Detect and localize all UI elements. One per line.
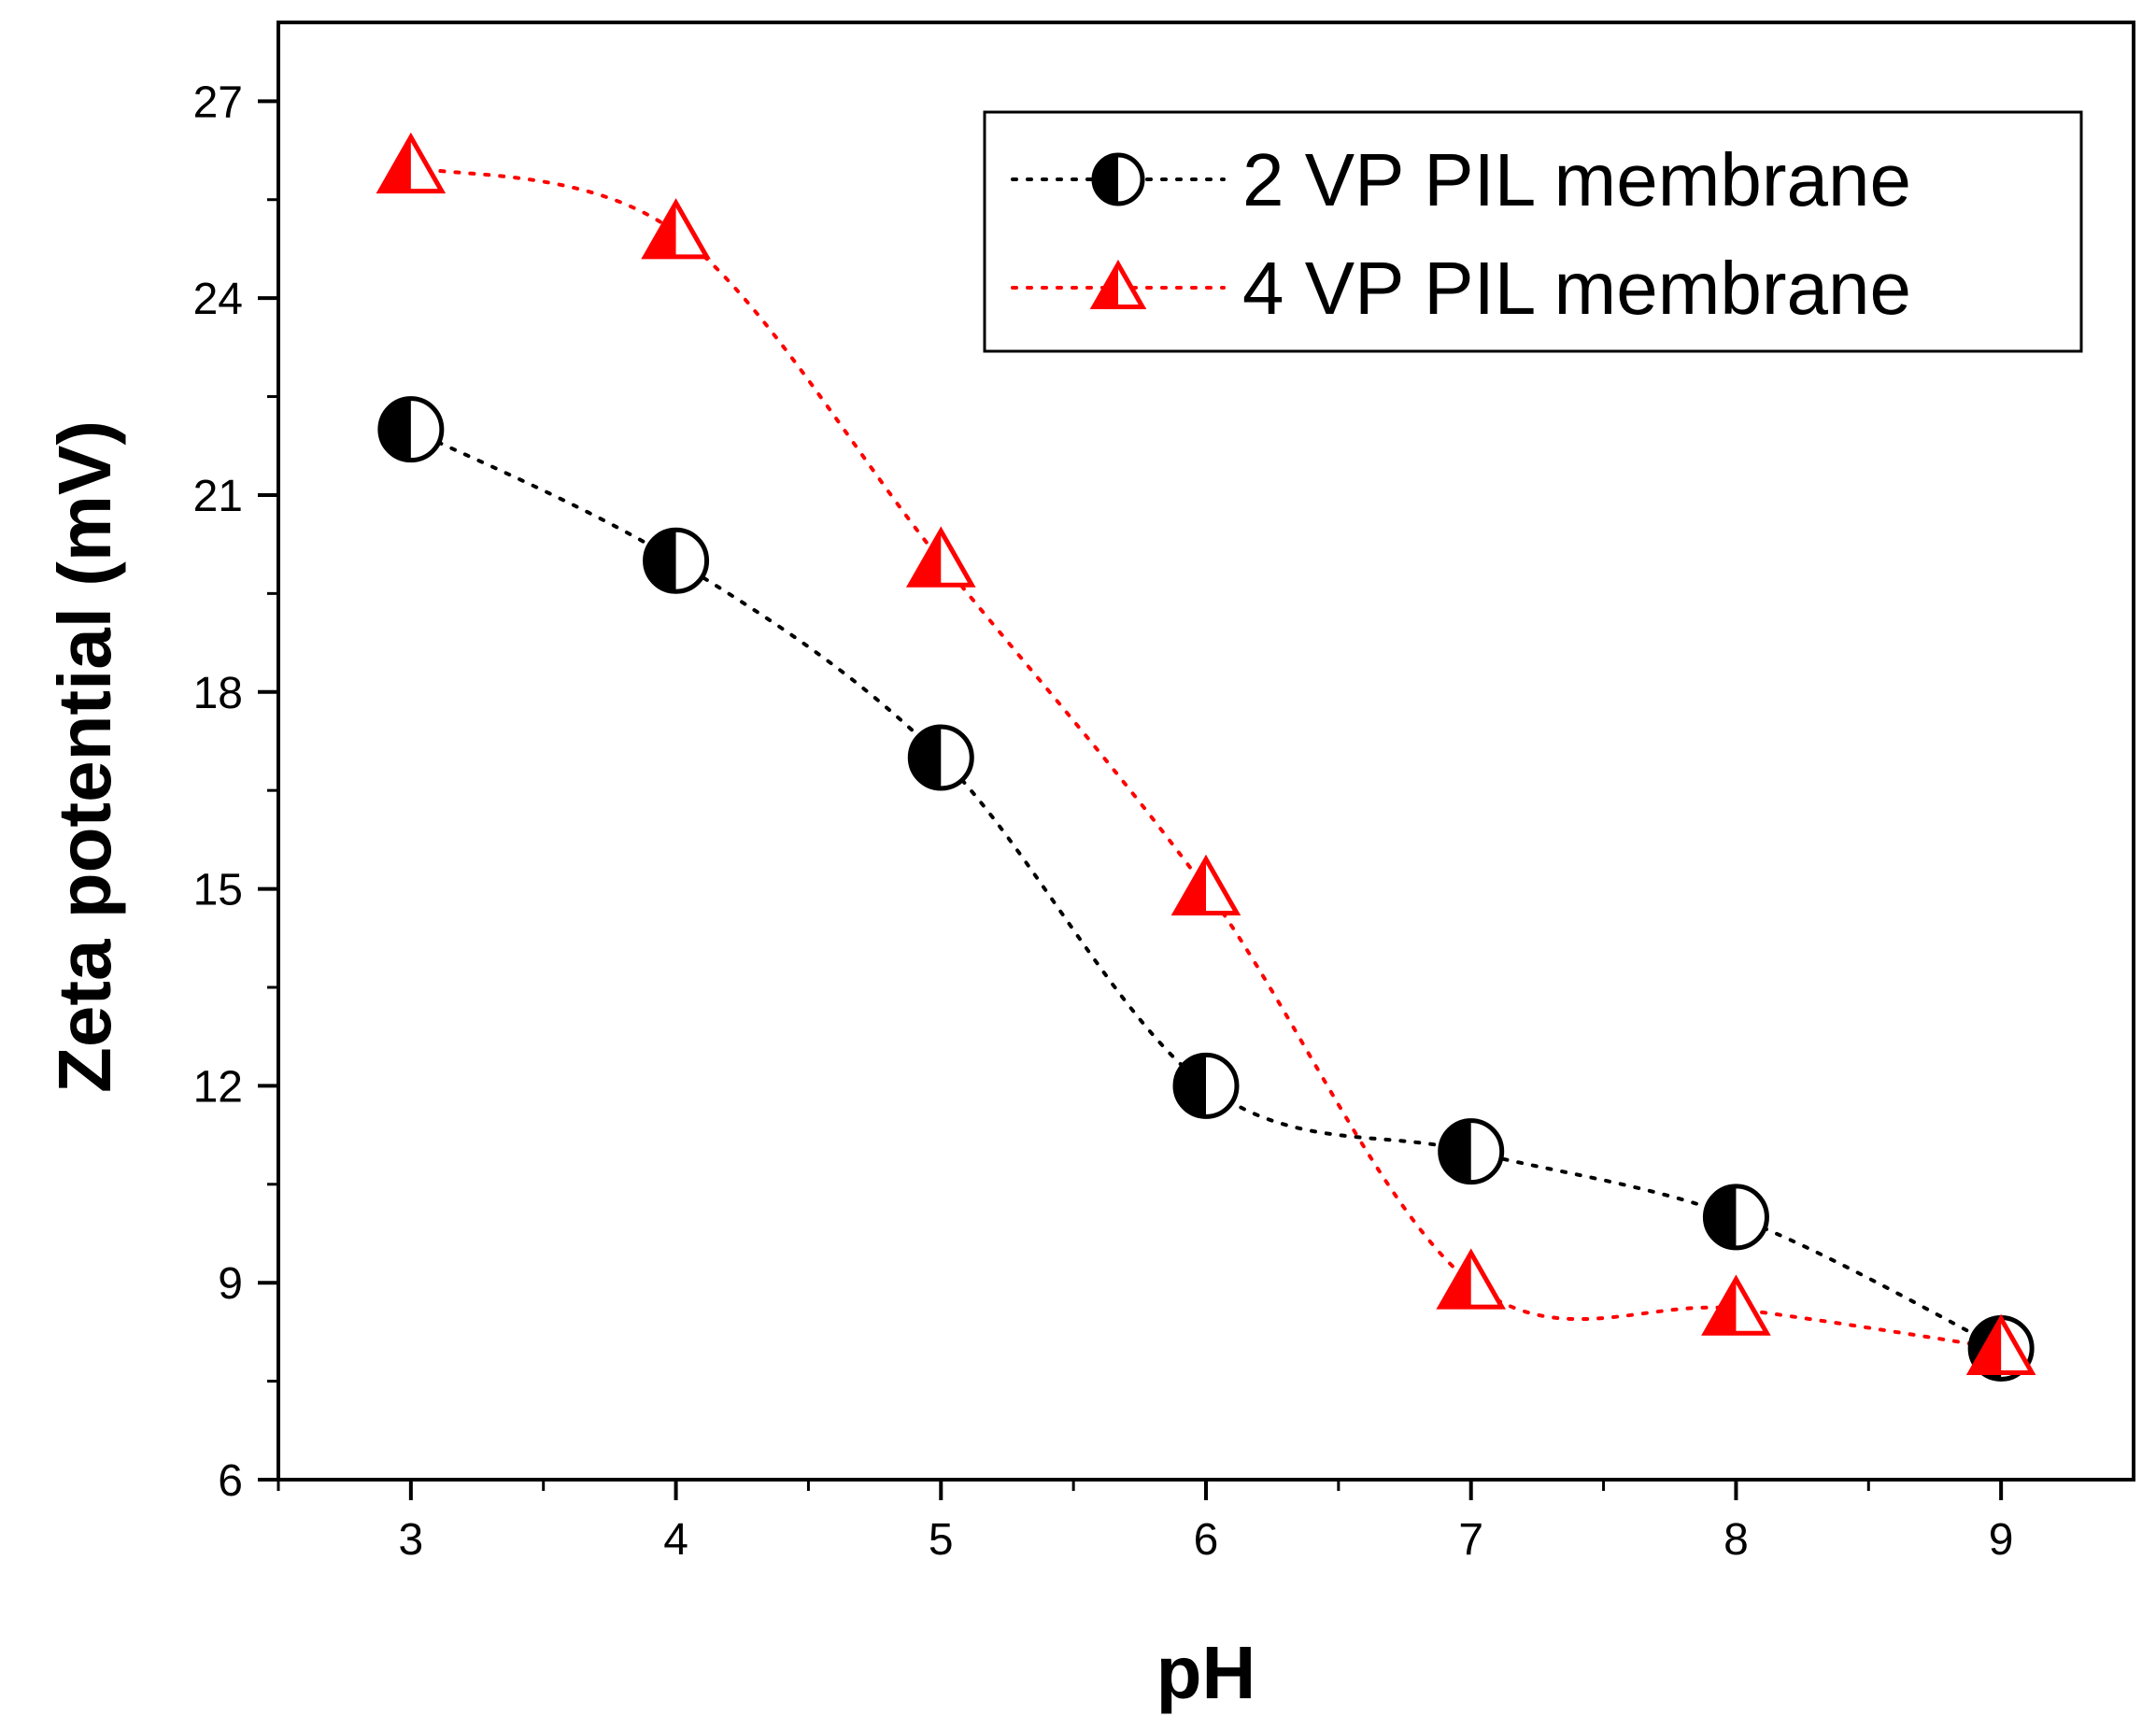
marker-fill [910, 531, 942, 586]
marker-fill [1705, 1185, 1737, 1248]
x-axis-title: pH [1156, 1631, 1256, 1714]
marker-fill [1175, 858, 1206, 914]
marker-fill [1440, 1253, 1471, 1308]
y-tick-label: 24 [193, 275, 243, 324]
marker-fill [1970, 1318, 2002, 1373]
x-tick-label: 9 [1989, 1515, 2014, 1565]
x-tick-label: 6 [1194, 1515, 1219, 1565]
x-axis: 3 4 5 6 7 8 9 [277, 1480, 2014, 1565]
data-point-series-2 [905, 526, 976, 588]
data-point-series-2 [1170, 854, 1241, 916]
y-tick-label: 15 [193, 866, 243, 915]
marker-fill [1440, 1120, 1471, 1183]
data-point-series-1 [1438, 1118, 1505, 1185]
y-tick-label: 21 [193, 472, 243, 521]
x-tick-label: 5 [929, 1515, 954, 1565]
legend: 2 VP PIL membrane 4 VP PIL membrane [983, 110, 2083, 353]
marker-fill [910, 727, 942, 789]
data-point-series-1 [377, 396, 445, 463]
legend-box [983, 110, 2083, 353]
y-tick-label: 27 [193, 78, 243, 127]
marker-fill [379, 398, 411, 461]
legend-label: 2 VP PIL membrane [1242, 138, 1911, 221]
legend-marker [1089, 259, 1147, 309]
series-markers [376, 132, 2036, 1382]
marker-fill [1094, 155, 1118, 204]
data-point-series-2 [641, 198, 711, 260]
data-point-series-2 [376, 132, 447, 194]
x-tick-label: 3 [399, 1515, 424, 1565]
x-tick-label: 8 [1723, 1515, 1749, 1565]
x-tick-label: 4 [663, 1515, 688, 1565]
marker-fill [1175, 1055, 1206, 1117]
data-point-series-2 [1701, 1274, 1771, 1336]
x-tick-label: 7 [1458, 1515, 1483, 1565]
y-tick-label: 9 [218, 1259, 243, 1309]
legend-label: 4 VP PIL membrane [1242, 247, 1911, 330]
marker-fill [379, 136, 411, 191]
marker-fill [1705, 1279, 1737, 1334]
y-axis: 6 9 12 15 18 21 24 27 [193, 78, 278, 1506]
marker-fill [645, 530, 676, 592]
data-point-series-2 [1965, 1313, 2036, 1375]
y-tick-label: 6 [218, 1456, 243, 1506]
y-tick-label: 12 [193, 1062, 243, 1112]
legend-marker [1091, 152, 1145, 206]
data-point-series-1 [907, 724, 974, 791]
data-point-series-1 [1172, 1052, 1240, 1119]
marker-fill [645, 203, 676, 257]
data-point-series-1 [643, 527, 710, 594]
y-tick-label: 18 [193, 669, 243, 718]
y-axis-title: Zeta potential (mV) [43, 420, 126, 1093]
marker-fill [1094, 263, 1118, 307]
data-point-series-1 [1702, 1184, 1769, 1251]
data-point-series-2 [1436, 1248, 1507, 1310]
